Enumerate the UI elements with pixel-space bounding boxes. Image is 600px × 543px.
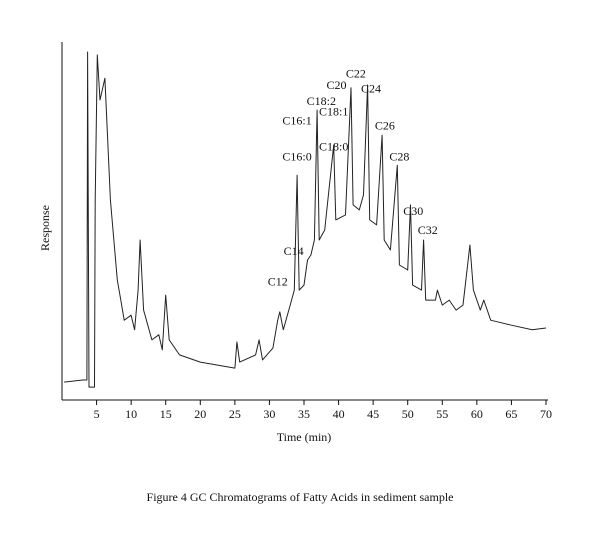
peak-label: C18:1 (319, 105, 348, 119)
x-axis-label: Time (min) (277, 430, 332, 444)
x-tick-label: 55 (436, 407, 448, 421)
peak-label: C22 (346, 67, 366, 81)
x-tick-label: 65 (505, 407, 517, 421)
x-tick-label: 70 (540, 407, 552, 421)
chromatogram-trace (64, 51, 547, 388)
x-tick-label: 5 (94, 407, 100, 421)
x-tick-label: 35 (298, 407, 310, 421)
x-tick-label: 45 (367, 407, 379, 421)
caption: Figure 4 GC Chromatograms of Fatty Acids… (147, 490, 454, 504)
peak-label: C12 (268, 275, 288, 289)
peak-label: C18:0 (319, 140, 348, 154)
x-tick-label: 30 (263, 407, 275, 421)
y-axis-label: Response (38, 205, 52, 251)
peak-label: C18:2 (307, 94, 336, 108)
x-tick-label: 60 (471, 407, 483, 421)
peak-label: C20 (326, 78, 346, 92)
peak-label: C14 (284, 244, 304, 258)
x-tick-label: 50 (402, 407, 414, 421)
peak-label: C28 (389, 150, 409, 164)
peak-label: C30 (403, 204, 423, 218)
peak-label: C32 (418, 223, 438, 237)
x-tick-label: 25 (229, 407, 241, 421)
peak-label: C26 (375, 119, 395, 133)
x-tick-label: 40 (333, 407, 345, 421)
x-tick-label: 10 (125, 407, 137, 421)
peak-label: C24 (361, 82, 381, 96)
peak-label: C16:1 (282, 114, 311, 128)
x-tick-label: 20 (194, 407, 206, 421)
peak-label: C16:0 (282, 150, 311, 164)
x-tick-label: 15 (160, 407, 172, 421)
